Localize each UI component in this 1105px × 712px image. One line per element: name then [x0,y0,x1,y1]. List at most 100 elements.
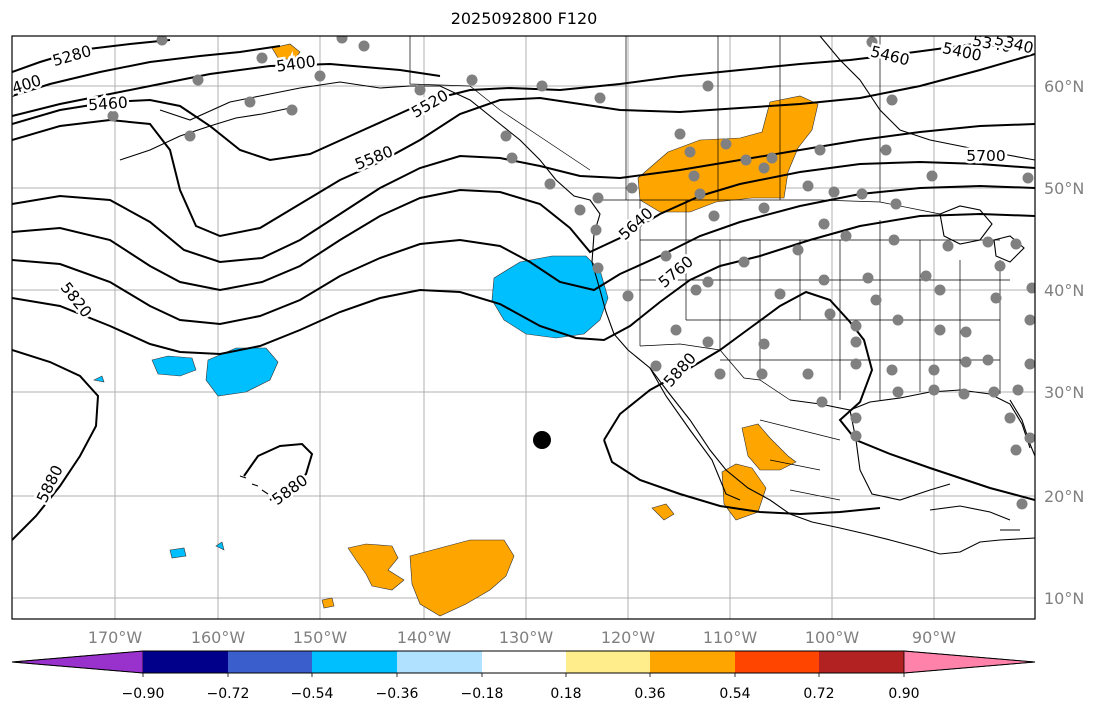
map-title: 2025092800 F120 [450,9,598,28]
station-dot [1010,444,1022,456]
latitude-tick-label: 60°N [1044,77,1084,96]
colorbar-tick-label: −0.90 [122,686,165,702]
positive-anomaly-south-2 [347,543,405,591]
negative-anomaly-pacific [491,255,609,339]
longitude-tick-label: 90°W [912,628,956,647]
station-dot [934,284,946,296]
hawaii-islands [239,475,281,501]
station-dot [792,244,804,256]
positive-anomaly-small [651,503,675,521]
station-dot [850,430,862,442]
station-dot [594,92,606,104]
colorbar-tick-label: 0.54 [719,686,750,702]
colorbar-tick-label: 0.18 [550,686,581,702]
canada-provinces [625,36,881,202]
station-dot [626,182,638,194]
latitude-tick-label: 20°N [1044,487,1084,506]
station-dot [466,74,478,86]
station-dot [886,94,898,106]
positive-anomaly-alaska [271,43,301,61]
colorbar-segment [143,651,228,673]
contour-5760 [12,212,1035,356]
colorbar-tick-label: 0.36 [634,686,665,702]
station-dot [870,294,882,306]
station-dot [866,36,878,48]
station-dot [694,188,706,200]
station-dot [840,230,852,242]
station-dot [156,36,168,46]
contour-5640 [12,160,1035,292]
station-dot [920,270,932,282]
station-dot [982,236,994,248]
station-dot [934,324,946,336]
station-dot [942,240,954,252]
us-mexico-border [639,343,791,401]
negative-anomaly-west-3 [169,547,187,559]
colorbar-segment [397,651,482,673]
station-dot [1026,282,1035,294]
station-dot [888,234,900,246]
station-dot [336,36,348,44]
alaska-coast [159,81,1035,555]
colorbar-tick-label: −0.36 [376,686,419,702]
station-dot [828,186,840,198]
latitude-tick-label: 10°N [1044,589,1084,608]
station-dot [500,130,512,142]
contour-5520 [12,53,1035,238]
colorbar-tick-label: 0.72 [803,686,834,702]
colorbar-tick-label: 0.90 [888,686,919,702]
station-dot [1012,384,1024,396]
station-dot [714,368,726,380]
contour-5400 [12,62,441,117]
contour-5880-east-lower [603,439,881,516]
latitude-tick-label: 30°N [1044,383,1084,402]
station-dot [758,162,770,174]
station-dot [960,356,972,368]
station-dot [1024,432,1035,444]
station-dot [622,290,634,302]
longitude-tick-label: 100°W [805,628,860,647]
station-dot [816,396,828,408]
station-dot [286,104,298,116]
station-dot [314,70,326,82]
station-dot [856,188,868,200]
map-border [11,35,1036,620]
negative-anomaly-west-4 [215,541,225,551]
positive-anomaly-baja-1 [741,423,797,471]
station-dot [958,388,970,400]
positive-anomaly-south-3 [321,597,335,609]
contour-label: 5460 [88,94,129,115]
station-dot [982,354,994,366]
longitude-tick-label: 160°W [191,628,246,647]
colorbar-segment [482,651,566,673]
station-dot [892,386,904,398]
station-dot [536,80,548,92]
contour-5280 [12,39,171,73]
baja-coast [649,367,741,501]
station-dot [1016,498,1028,510]
colorbar-extension-low [11,650,144,674]
station-dot [688,170,700,182]
latitude-tick-label: 40°N [1044,281,1084,300]
longitude-tick-label: 130°W [499,628,554,647]
station-dot [1024,314,1035,326]
colorbar-segment [566,651,650,673]
longitude-tick-label: 140°W [397,628,452,647]
great-lakes [939,205,1025,263]
station-dot [756,368,768,380]
colorbar [11,650,1036,674]
us-states [639,200,1010,400]
mexico-states [759,419,841,501]
longitude-labels: 170°W 160°W 150°W 140°W 130°W 120°W 110°W 100°W… [88,628,956,647]
station-dot [192,74,204,86]
positive-anomaly-south-1 [409,539,515,617]
station-dot [824,308,836,320]
station-dot [818,218,830,230]
station-dot [886,364,898,376]
station-dot [758,338,770,350]
station-dot [684,146,696,158]
station-dot [650,360,662,372]
station-dot [708,210,720,222]
station-dot [880,144,892,156]
station-dot [670,324,682,336]
